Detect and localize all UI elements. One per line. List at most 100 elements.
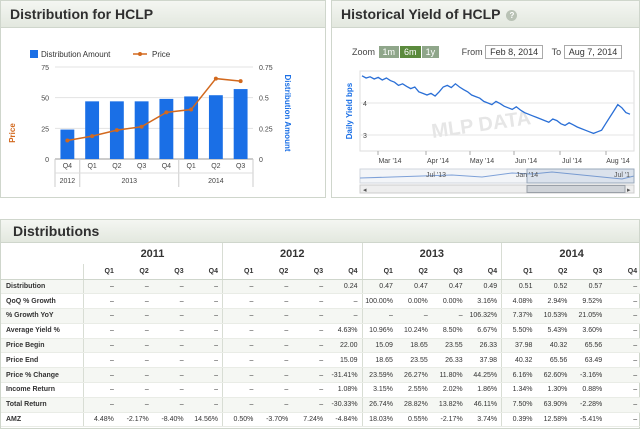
- table-cell: 18.65: [361, 352, 397, 369]
- table-cell: –: [152, 367, 188, 384]
- quarter-header: Q2: [396, 264, 432, 280]
- quarter-header: Q1: [361, 264, 397, 280]
- table-cell: –: [257, 279, 293, 295]
- row-label: % Growth YoY: [1, 308, 83, 324]
- legend-price-label[interactable]: Price: [152, 50, 171, 59]
- table-cell: 6.16%: [501, 367, 537, 384]
- distributions-title: Distributions: [1, 220, 639, 243]
- table-cell: -8.40%: [152, 412, 188, 428]
- table-cell: 65.56: [536, 352, 572, 369]
- table-cell: –: [117, 367, 153, 384]
- legend-distribution-swatch: [30, 50, 38, 58]
- table-cell: –: [82, 352, 118, 369]
- table-cell: 10.53%: [536, 308, 572, 324]
- price-point[interactable]: [139, 124, 144, 129]
- right-tick-label: 0: [259, 157, 263, 164]
- distribution-bar[interactable]: [134, 101, 149, 159]
- distribution-bar[interactable]: [184, 96, 199, 159]
- table-cell: 1.30%: [536, 382, 572, 398]
- table-row: Price % Change – – – – – – – -31.41% 23.59% 26.27%…: [1, 367, 640, 384]
- table-cell: –: [152, 352, 188, 369]
- table-cell: 0.00%: [431, 293, 467, 310]
- table-cell: 4.48%: [82, 412, 118, 428]
- distribution-bar[interactable]: [233, 89, 248, 159]
- table-cell: 0.47: [431, 279, 467, 295]
- scrollbar-thumb[interactable]: [526, 185, 626, 193]
- x-tick-label: Aug '14: [606, 158, 630, 165]
- quarter-header: Q1: [222, 264, 258, 280]
- table-cell: –: [117, 382, 153, 398]
- scrollbar-left-arrow[interactable]: ◂: [363, 187, 367, 194]
- table-cell: -2.28%: [571, 397, 607, 413]
- right-axis-label: Distribution Amount: [283, 74, 292, 151]
- help-icon[interactable]: ?: [506, 10, 518, 21]
- table-cell: -31.41%: [327, 367, 363, 384]
- quarter-header: Q1: [82, 264, 118, 280]
- distribution-bar[interactable]: [208, 95, 223, 159]
- table-cell: –: [361, 308, 397, 324]
- table-row: Price End – – – – – – –15.09 18.65 23.55 26.33 37.9…: [1, 352, 640, 369]
- table-cell: 28.82%: [396, 397, 432, 413]
- table-row: Total Return – – – – – – – -30.33% 26.74% 28.82% 13…: [1, 397, 640, 413]
- from-date-input[interactable]: Feb 8, 2014: [485, 45, 544, 59]
- legend-distribution-label[interactable]: Distribution Amount: [41, 50, 111, 59]
- table-cell: –: [82, 323, 118, 339]
- table-cell: –: [606, 382, 640, 398]
- table-cell: –: [222, 367, 258, 384]
- table-cell: –: [606, 323, 640, 339]
- table-cell: 46.11%: [466, 397, 502, 413]
- year-2012: 2012: [222, 243, 363, 264]
- table-cell: –: [292, 293, 328, 310]
- distribution-bar[interactable]: [159, 98, 174, 159]
- table-cell: –: [187, 338, 223, 354]
- yield-panel-title-text: Historical Yield of HCLP: [341, 6, 501, 22]
- table-cell: 26.33: [431, 352, 467, 369]
- yield-panel-title: Historical Yield of HCLP?: [332, 1, 639, 28]
- to-date-input[interactable]: Aug 7, 2014: [563, 45, 623, 59]
- table-cell: –: [82, 382, 118, 398]
- year-header-row: 2011 2012 2013 2014: [1, 243, 640, 264]
- distribution-chart: Distribution Amount Price Price Distribu…: [8, 50, 292, 187]
- table-cell: -30.33%: [327, 397, 363, 413]
- table-cell: 7.50%: [501, 397, 537, 413]
- scrollbar-right-arrow[interactable]: ▸: [627, 187, 631, 194]
- to-label: To: [551, 47, 562, 57]
- scrollbar-track[interactable]: [359, 184, 635, 194]
- x-tick-label: Q1: [87, 163, 96, 170]
- table-cell: 3.15%: [361, 382, 397, 398]
- price-point[interactable]: [189, 107, 194, 112]
- table-cell: –: [82, 338, 118, 354]
- table-cell: 40.32: [536, 338, 572, 354]
- price-point[interactable]: [90, 134, 95, 139]
- table-cell: 12.58%: [536, 412, 572, 428]
- price-point[interactable]: [238, 79, 243, 84]
- table-cell: –: [606, 293, 640, 310]
- price-point[interactable]: [114, 128, 119, 133]
- distribution-bar[interactable]: [60, 129, 75, 159]
- x-tick-label: Q2: [112, 163, 121, 170]
- distribution-bar[interactable]: [85, 101, 100, 159]
- table-row: Price Begin – – – – – – –22.00 15.09 18.65 23.55 26…: [1, 338, 640, 354]
- price-point[interactable]: [213, 76, 218, 81]
- table-cell: 13.82%: [431, 397, 467, 413]
- year-2014: 2014: [501, 243, 640, 264]
- table-cell: –: [292, 397, 328, 413]
- quarter-header: Q4: [187, 264, 223, 280]
- table-cell: –: [187, 352, 223, 369]
- row-label: AMZ: [1, 412, 83, 428]
- price-point[interactable]: [65, 138, 70, 143]
- zoom-1m-button[interactable]: 1m: [378, 46, 400, 58]
- table-cell: 63.90%: [536, 397, 572, 413]
- zoom-1y-button[interactable]: 1y: [421, 46, 440, 58]
- quarter-header: Q3: [571, 264, 607, 280]
- zoom-6m-button[interactable]: 6m: [400, 46, 421, 58]
- table-cell: 23.59%: [361, 367, 397, 384]
- table-cell: 18.65: [396, 338, 432, 354]
- table-cell: –: [82, 367, 118, 384]
- navigator-selection[interactable]: [526, 168, 635, 184]
- table-cell: 0.00%: [396, 293, 432, 310]
- table-cell: –: [187, 397, 223, 413]
- price-point[interactable]: [164, 110, 169, 115]
- distributions-table-body: Distribution – – – – – – –0.24 0.47 0.47 0.47 0.49 0…: [1, 279, 640, 428]
- table-cell: –: [292, 308, 328, 324]
